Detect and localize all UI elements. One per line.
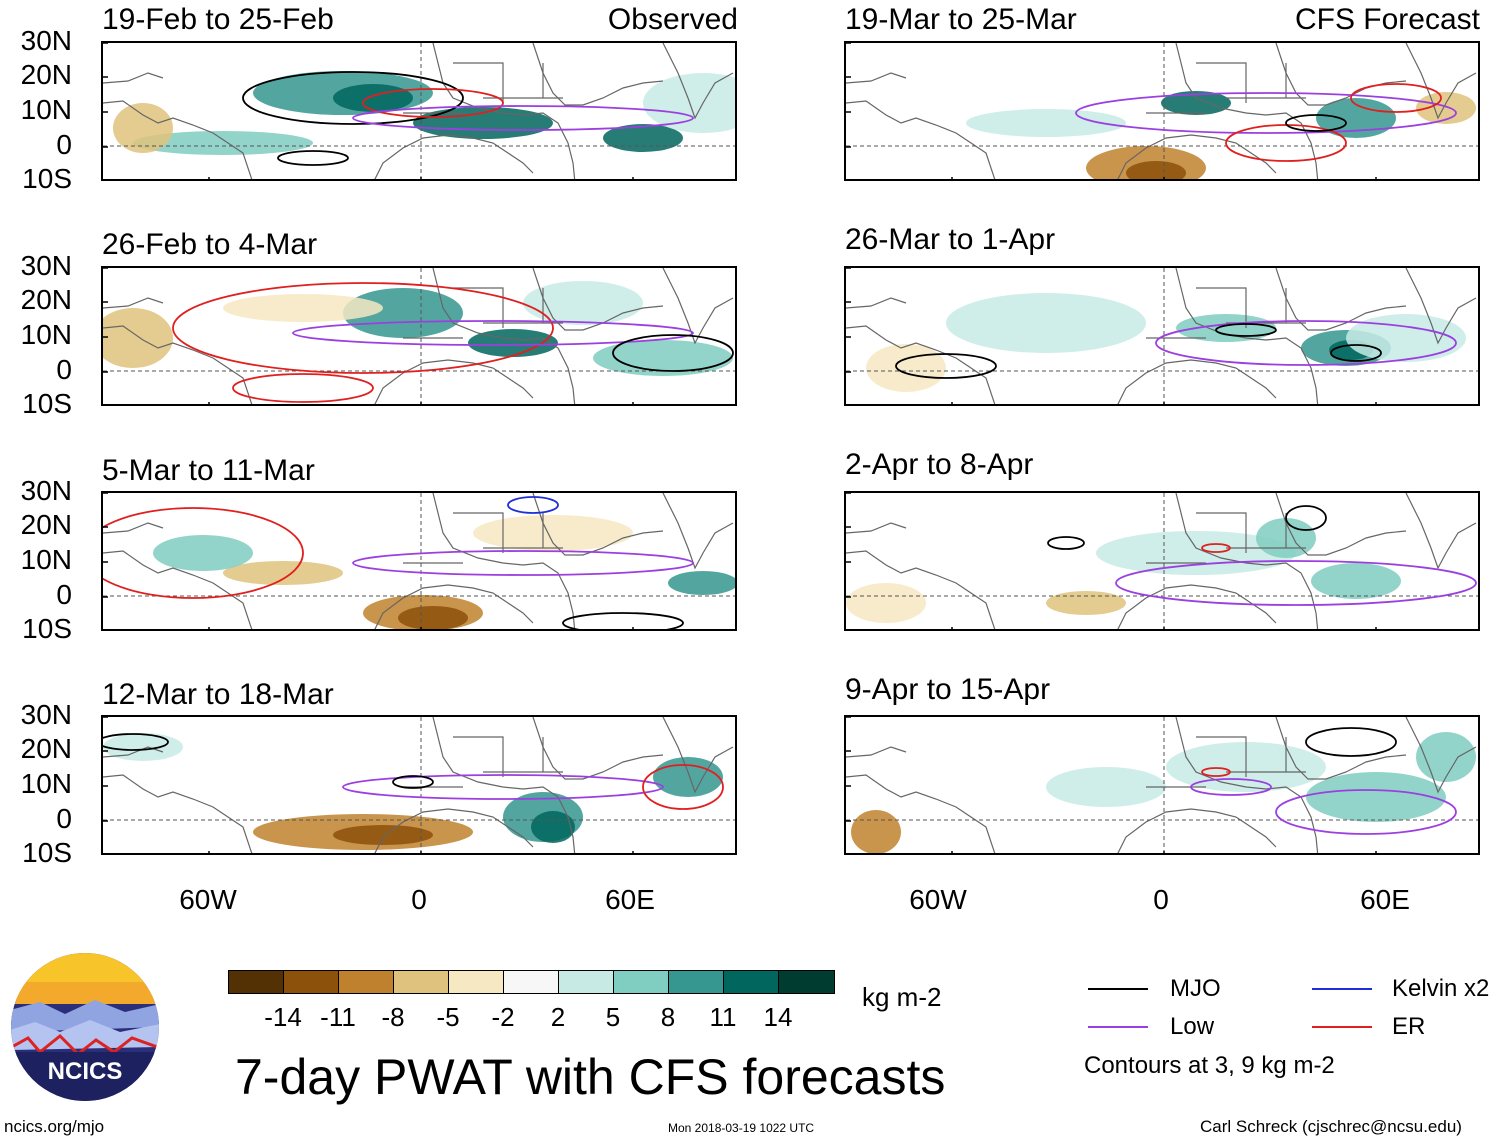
lat-label: 10N (20, 544, 72, 575)
lat-label: 30N (20, 250, 72, 281)
colorbar-label: 8 (660, 1002, 676, 1032)
colorbar-swatch (559, 971, 614, 993)
map-panel-forecast-3 (844, 491, 1480, 631)
legend-mjo: MJO (1170, 975, 1221, 1002)
lat-label: 20N (20, 284, 72, 315)
credit: Carl Schreck (cjschrec@ncsu.edu) (1200, 1117, 1462, 1136)
map-panel-observed-4 (101, 715, 737, 855)
colorbar-label: 11 (709, 1002, 737, 1032)
lat-label: 0 (56, 803, 72, 834)
map-panel-observed-1 (101, 41, 737, 181)
lat-label: 0 (56, 129, 72, 160)
legend-kelvin: Kelvin x2 (1392, 975, 1490, 1002)
panel-title: 26-Mar to 1-Apr (845, 223, 1056, 256)
lon-label: 60E (605, 884, 655, 915)
colorbar-swatch (724, 971, 779, 993)
colorbar-label: 14 (763, 1002, 793, 1032)
lat-label: 0 (56, 354, 72, 385)
lat-label: 0 (56, 579, 72, 610)
lon-label: 60E (1360, 884, 1410, 915)
colorbar-label: -5 (436, 1002, 460, 1032)
lat-label: 10N (20, 319, 72, 350)
lon-label: 60W (909, 884, 967, 915)
colorbar-label: 5 (605, 1002, 621, 1032)
kelvin-legend-line (1312, 988, 1372, 990)
lat-label: 10S (22, 163, 72, 194)
lat-label: 10S (22, 388, 72, 419)
lat-label: 20N (20, 509, 72, 540)
colorbar-swatch (284, 971, 339, 993)
map-panel-forecast-4 (844, 715, 1480, 855)
forecast-label: CFS Forecast (1294, 3, 1480, 36)
lat-label: 10N (20, 94, 72, 125)
colorbar-swatch (339, 971, 394, 993)
map-panel-observed-3 (101, 491, 737, 631)
colorbar-label: -8 (381, 1002, 405, 1032)
colorbar-swatch (229, 971, 284, 993)
lat-label: 30N (20, 475, 72, 506)
lat-label: 30N (20, 25, 72, 56)
lon-label: 0 (1153, 884, 1169, 915)
ncics-logo-icon: NCICS (11, 953, 159, 1101)
colorbar-label: -2 (491, 1002, 515, 1032)
ncics-logo: NCICS (10, 952, 160, 1102)
panel-title: 19-Feb to 25-Feb (102, 3, 334, 36)
panel-title: 9-Apr to 15-Apr (845, 673, 1051, 706)
lat-label: 20N (20, 59, 72, 90)
observed-label: Observed (607, 3, 738, 36)
map-panel-observed-2 (101, 266, 737, 406)
timestamp: Mon 2018-03-19 1022 UTC (668, 1121, 815, 1135)
legend-note: Contours at 3, 9 kg m-2 (1084, 1052, 1335, 1079)
map-panel-forecast-1 (844, 41, 1480, 181)
site-url[interactable]: ncics.org/mjo (4, 1117, 105, 1136)
colorbar-unit: kg m-2 (862, 982, 942, 1012)
panel-title: 19-Mar to 25-Mar (845, 3, 1077, 36)
panel-title: 2-Apr to 8-Apr (845, 448, 1034, 481)
colorbar-swatch (449, 971, 504, 993)
lat-label: 10N (20, 768, 72, 799)
main-title: 7-day PWAT with CFS forecasts (235, 1049, 946, 1105)
panel-title: 26-Feb to 4-Mar (102, 228, 318, 261)
panel-title: 12-Mar to 18-Mar (102, 678, 334, 711)
lat-label: 10S (22, 613, 72, 644)
lat-label: 20N (20, 733, 72, 764)
panel-title: 5-Mar to 11-Mar (102, 454, 315, 487)
colorbar-swatch (394, 971, 449, 993)
colorbar-swatch (779, 971, 834, 993)
colorbar-swatch (669, 971, 724, 993)
colorbar-label: 2 (550, 1002, 566, 1032)
er-legend-line (1312, 1026, 1372, 1028)
lat-label: 30N (20, 699, 72, 730)
map-panel-forecast-2 (844, 266, 1480, 406)
lon-label: 0 (411, 884, 427, 915)
lat-label: 10S (22, 837, 72, 868)
low-legend-line (1088, 1026, 1148, 1028)
colorbar (228, 970, 835, 994)
colorbar-swatch (504, 971, 559, 993)
colorbar-label: -14 (264, 1002, 302, 1032)
svg-text:NCICS: NCICS (48, 1058, 123, 1085)
colorbar-label: -11 (320, 1002, 356, 1032)
legend-low: Low (1170, 1013, 1215, 1040)
mjo-legend-line (1088, 988, 1148, 990)
lon-label: 60W (179, 884, 237, 915)
colorbar-swatch (614, 971, 669, 993)
legend-er: ER (1392, 1013, 1426, 1040)
